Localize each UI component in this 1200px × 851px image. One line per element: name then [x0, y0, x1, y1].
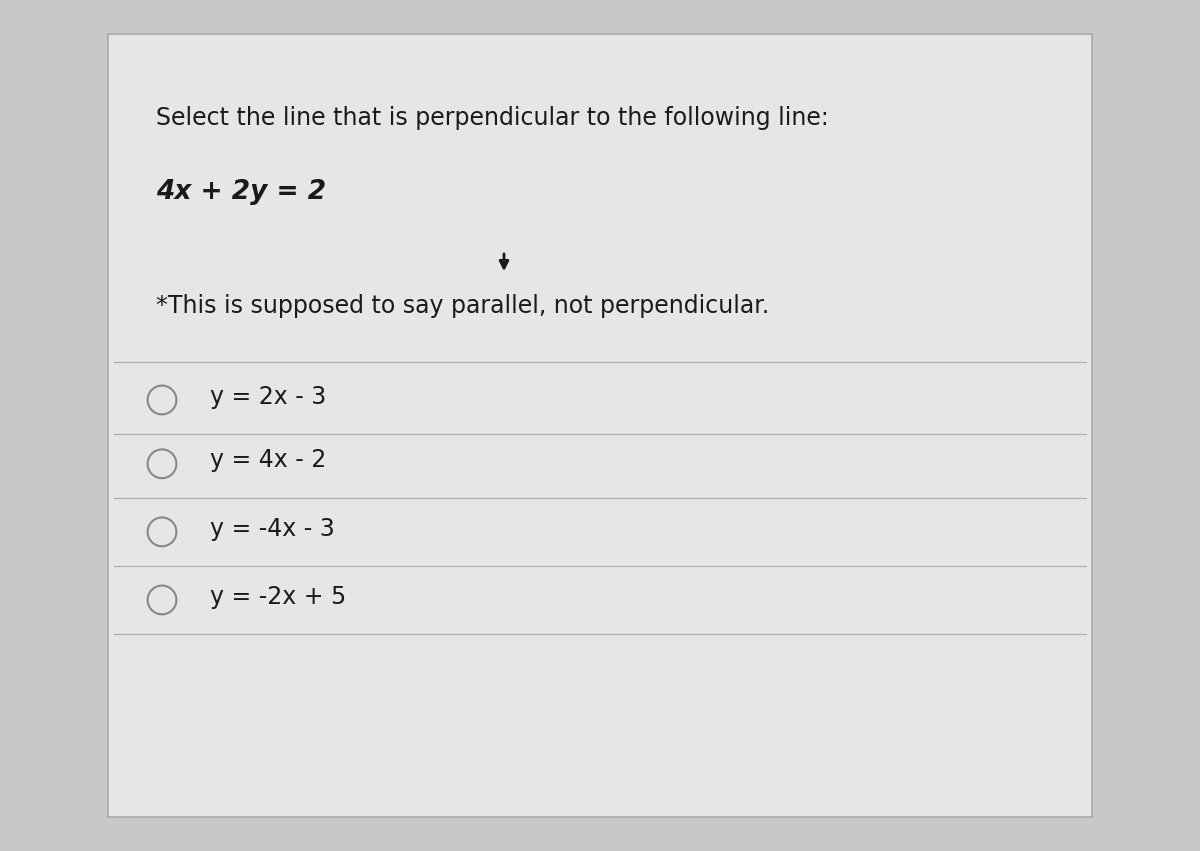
Text: *This is supposed to say parallel, not perpendicular.: *This is supposed to say parallel, not p…: [156, 294, 769, 317]
Text: y = -4x - 3: y = -4x - 3: [210, 517, 335, 540]
Text: 4x + 2y = 2: 4x + 2y = 2: [156, 179, 326, 205]
Text: Select the line that is perpendicular to the following line:: Select the line that is perpendicular to…: [156, 106, 829, 130]
Text: y = 2x - 3: y = 2x - 3: [210, 385, 326, 408]
Text: y = 4x - 2: y = 4x - 2: [210, 448, 326, 472]
Text: y = -2x + 5: y = -2x + 5: [210, 585, 347, 608]
